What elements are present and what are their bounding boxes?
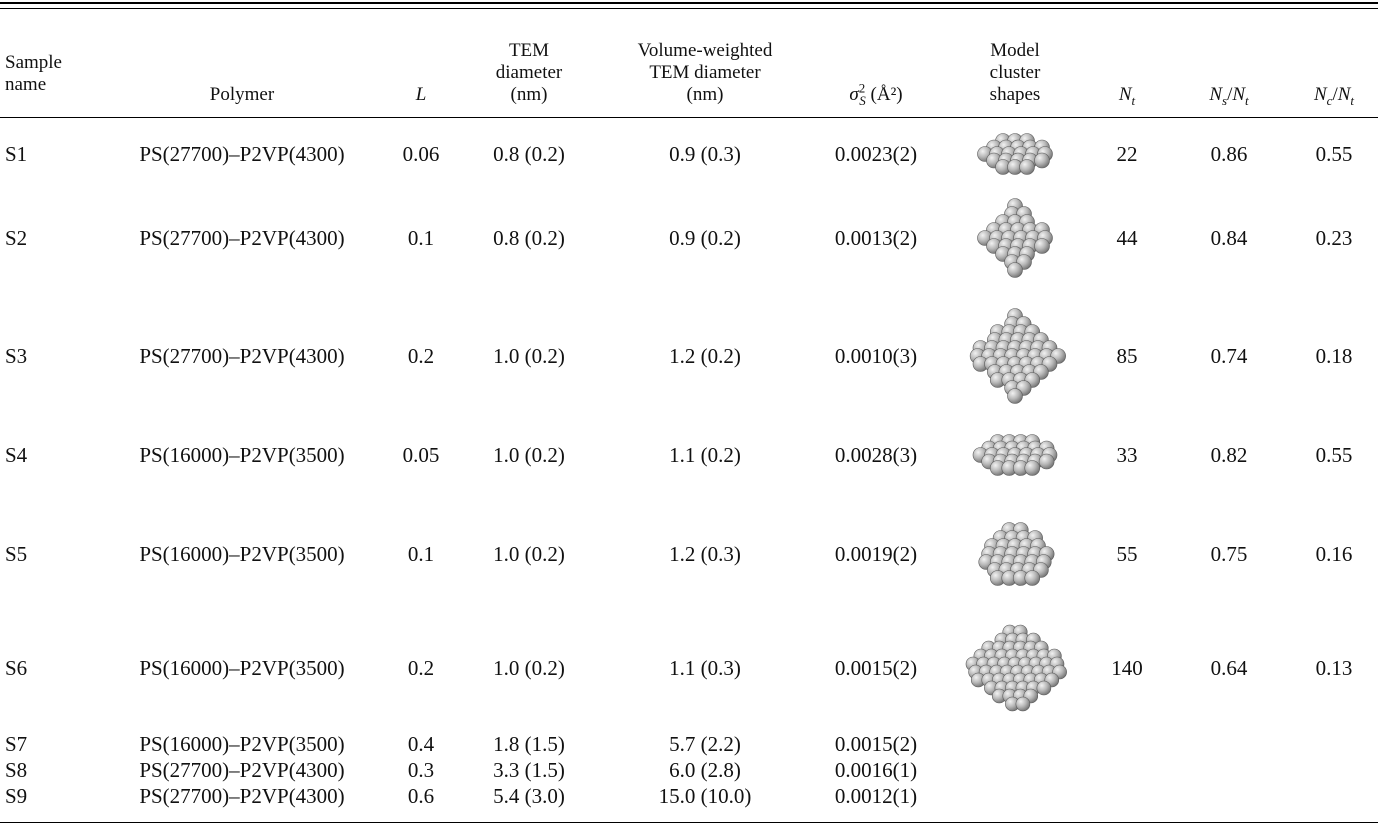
cell-l: 0.1 bbox=[407, 226, 435, 250]
cell-nt: 55 bbox=[1116, 542, 1138, 566]
cell-vw: 1.1 (0.2) bbox=[669, 443, 741, 467]
header-Ns-over-Nt: Ns/Nt bbox=[1209, 84, 1249, 108]
top-rule bbox=[0, 2, 1378, 4]
cell-ncnt: 0.13 bbox=[1315, 656, 1353, 680]
cell-tem: 1.0 (0.2) bbox=[493, 344, 565, 368]
cell-name: S9 bbox=[5, 784, 28, 808]
flat-cluster-22 bbox=[977, 133, 1053, 175]
header-model-cluster-shapes: Model cluster shapes bbox=[989, 40, 1041, 105]
cell-polymer: PS(16000)–P2VP(3500) bbox=[139, 732, 345, 756]
cell-name: S8 bbox=[5, 758, 28, 782]
cell-tem: 1.8 (1.5) bbox=[493, 732, 565, 756]
cell-tem: 5.4 (3.0) bbox=[493, 784, 565, 808]
cell-nsnt: 0.84 bbox=[1210, 226, 1248, 250]
cell-l: 0.06 bbox=[402, 142, 440, 166]
header-Nc-over-Nt: Nc/Nt bbox=[1313, 84, 1355, 108]
cell-l: 0.3 bbox=[407, 758, 435, 782]
cell-nt: 33 bbox=[1116, 443, 1138, 467]
cell-name: S5 bbox=[5, 542, 28, 566]
cell-name: S7 bbox=[5, 732, 28, 756]
cell-l: 0.4 bbox=[407, 732, 435, 756]
header-sigma: σ2S (Å²) bbox=[849, 80, 903, 108]
cell-vw: 1.2 (0.2) bbox=[669, 344, 741, 368]
cell-l: 0.1 bbox=[407, 542, 435, 566]
cell-l: 0.6 bbox=[407, 784, 435, 808]
cell-nt: 85 bbox=[1116, 344, 1138, 368]
cell-ncnt: 0.23 bbox=[1315, 226, 1353, 250]
cell-ncnt: 0.16 bbox=[1315, 542, 1353, 566]
header-volume-weighted-diameter: Volume-weighted TEM diameter (nm) bbox=[637, 40, 773, 105]
octahedral-cluster-85 bbox=[969, 308, 1066, 404]
cell-nsnt: 0.64 bbox=[1210, 656, 1248, 680]
header-polymer: Polymer bbox=[209, 84, 275, 105]
top-rule-thin bbox=[0, 8, 1378, 9]
cell-tem: 1.0 (0.2) bbox=[493, 656, 565, 680]
header-L: L bbox=[415, 84, 427, 105]
cell-tem: 3.3 (1.5) bbox=[493, 758, 565, 782]
cell-vw: 1.2 (0.3) bbox=[669, 542, 741, 566]
cell-tem: 1.0 (0.2) bbox=[493, 542, 565, 566]
cell-nt: 44 bbox=[1116, 226, 1138, 250]
cell-sigma: 0.0012(1) bbox=[834, 784, 918, 808]
round-cluster-140 bbox=[965, 624, 1067, 712]
cell-l: 0.2 bbox=[407, 656, 435, 680]
header-tem-diameter: TEM diameter (nm) bbox=[495, 40, 563, 105]
cell-polymer: PS(16000)–P2VP(3500) bbox=[139, 443, 345, 467]
cell-sigma: 0.0010(3) bbox=[834, 344, 918, 368]
cell-sigma: 0.0028(3) bbox=[834, 443, 918, 467]
header-Nt-symbol: N bbox=[1118, 84, 1132, 105]
cell-polymer: PS(27700)–P2VP(4300) bbox=[139, 142, 345, 166]
cell-ncnt: 0.55 bbox=[1315, 142, 1353, 166]
cell-tem: 1.0 (0.2) bbox=[493, 443, 565, 467]
cell-polymer: PS(27700)–P2VP(4300) bbox=[139, 758, 345, 782]
cell-polymer: PS(27700)–P2VP(4300) bbox=[139, 344, 345, 368]
cell-sigma: 0.0023(2) bbox=[834, 142, 918, 166]
cell-ncnt: 0.55 bbox=[1315, 443, 1353, 467]
cuboid-cluster-55 bbox=[978, 522, 1055, 586]
header-sample-name: Sample name bbox=[5, 52, 62, 95]
cell-name: S1 bbox=[5, 142, 28, 166]
cell-nsnt: 0.86 bbox=[1210, 142, 1248, 166]
header-rule bbox=[0, 117, 1378, 118]
cell-nt: 22 bbox=[1116, 142, 1138, 166]
cell-vw: 5.7 (2.2) bbox=[669, 732, 741, 756]
cell-sigma: 0.0016(1) bbox=[834, 758, 918, 782]
cell-polymer: PS(27700)–P2VP(4300) bbox=[139, 226, 345, 250]
cell-vw: 0.9 (0.3) bbox=[669, 142, 741, 166]
header-Ns-symbol: N bbox=[1209, 84, 1223, 105]
cell-polymer: PS(16000)–P2VP(3500) bbox=[139, 656, 345, 680]
cell-vw: 1.1 (0.3) bbox=[669, 656, 741, 680]
cell-polymer: PS(27700)–P2VP(4300) bbox=[139, 784, 345, 808]
header-Nt: Nt bbox=[1118, 84, 1136, 108]
bottom-rule bbox=[0, 822, 1378, 823]
cell-vw: 6.0 (2.8) bbox=[669, 758, 741, 782]
cell-sigma: 0.0015(2) bbox=[834, 732, 918, 756]
flat-cluster-33 bbox=[972, 434, 1058, 476]
octahedral-cluster-44 bbox=[977, 198, 1053, 278]
cell-tem: 0.8 (0.2) bbox=[493, 142, 565, 166]
cell-name: S3 bbox=[5, 344, 28, 368]
cell-l: 0.05 bbox=[402, 443, 440, 467]
header-sigma-unit: (Å²) bbox=[870, 84, 903, 105]
cell-nsnt: 0.82 bbox=[1210, 443, 1248, 467]
cell-l: 0.2 bbox=[407, 344, 435, 368]
cell-polymer: PS(16000)–P2VP(3500) bbox=[139, 542, 345, 566]
header-Nc-symbol: N bbox=[1313, 84, 1327, 105]
cell-sigma: 0.0015(2) bbox=[834, 656, 918, 680]
cell-ncnt: 0.18 bbox=[1315, 344, 1353, 368]
cell-vw: 15.0 (10.0) bbox=[658, 784, 752, 808]
cell-nsnt: 0.75 bbox=[1210, 542, 1248, 566]
cell-nsnt: 0.74 bbox=[1210, 344, 1248, 368]
cell-name: S4 bbox=[5, 443, 28, 467]
cell-name: S2 bbox=[5, 226, 28, 250]
cell-sigma: 0.0013(2) bbox=[834, 226, 918, 250]
cell-tem: 0.8 (0.2) bbox=[493, 226, 565, 250]
cell-vw: 0.9 (0.2) bbox=[669, 226, 741, 250]
cell-nt: 140 bbox=[1111, 656, 1143, 680]
cell-name: S6 bbox=[5, 656, 28, 680]
cell-sigma: 0.0019(2) bbox=[834, 542, 918, 566]
